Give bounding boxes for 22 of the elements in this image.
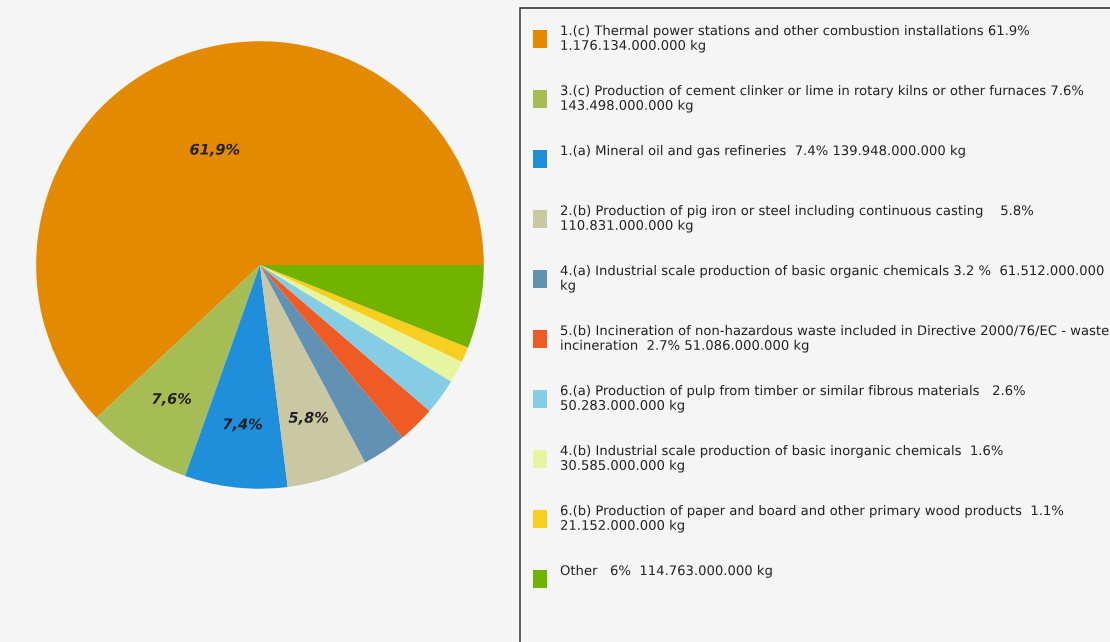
legend-label: 5.(b) Incineration of non-hazardous waste included in Directive 2000/76/EC - waste incineration 2.7% 51.086.000.000 kg [561,325,1109,353]
pie-slice [260,265,462,382]
data-label: 5,8% [288,411,329,425]
data-label: 7,4% [223,418,262,432]
pie-slice [260,265,403,463]
legend-label: 2.(b) Production of pig iron or steel including continuous casting 5.8% 110.831.000.000 kg [560,205,1034,233]
legend-label: 4.(b) Industrial scale production of basic inorganic chemicals 1.6% 30.585.000.000 kg [560,445,1003,473]
data-label: 61,9% [190,143,240,157]
legend-label: 6.(b) Production of paper and board and other primary wood products 1.1% 21.152.000.000 kg [560,505,1064,533]
pie-slice [260,265,430,438]
pie-slice [260,265,469,362]
legend-label: Other 6% 114.763.000.000 kg [560,565,772,578]
legend-label: 1.(c) Thermal power stations and other combustion installations 61.9% 1.176.134.000.000 kg [561,25,1030,53]
pie-slice [260,265,452,412]
legend-label: 1.(a) Mineral oil and gas refineries 7.4% 139.948.000.000 kg [561,145,965,158]
legend-label: 6.(a) Production of pulp from timber or similar fibrous materials 2.6% 50.283.000.000 kg [560,385,1025,413]
data-label: 7,6% [152,392,192,406]
legend-label: 4.(a) Industrial scale production of basic organic chemicals 3.2 % 61.512.000.000 kg [560,265,1104,293]
pie-slice [96,265,260,476]
pie-slice [260,265,484,348]
legend-label: 3.(c) Production of cement clinker or lime in rotary kilns or other furnaces 7.6% 143.498.000.000 kg [561,85,1084,113]
pie-slice [260,265,366,488]
